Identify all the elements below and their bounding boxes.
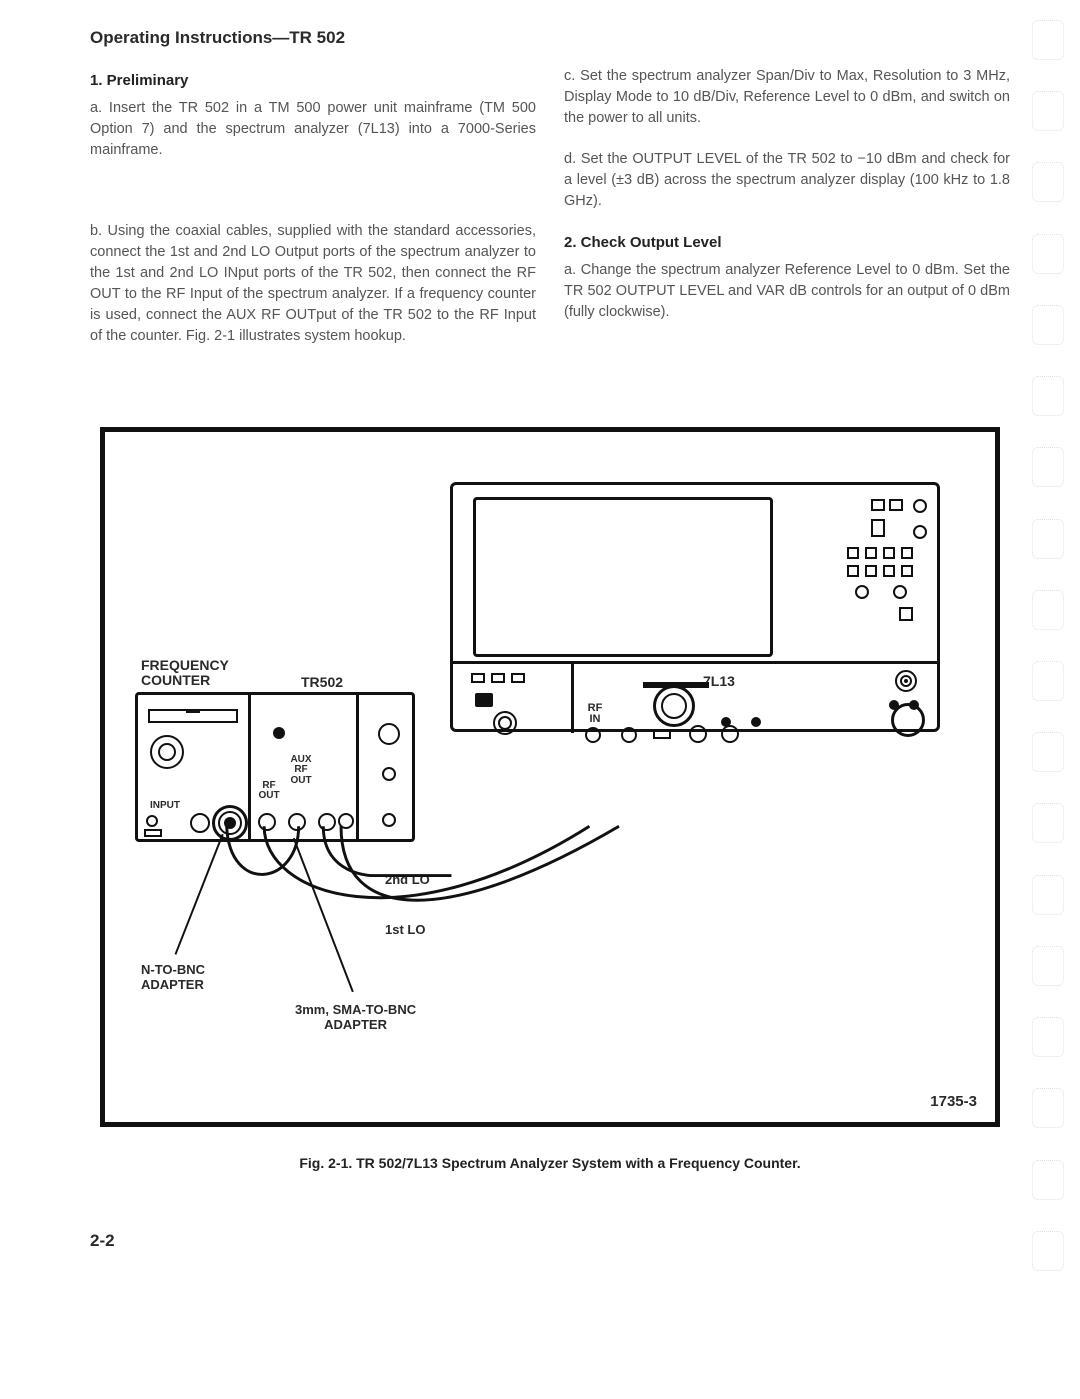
section-2-title: 2. Check Output Level — [564, 232, 1010, 254]
two-column-body: 1. Preliminary a. Insert the TR 502 in a… — [90, 66, 1010, 367]
cable-diagram — [105, 432, 995, 1122]
page-number: 2-2 — [90, 1231, 1010, 1251]
page-header: Operating Instructions—TR 502 — [90, 28, 1010, 48]
binder-holes — [1032, 20, 1074, 1271]
figure-number: 1735-3 — [930, 1093, 977, 1110]
right-column: c. Set the spectrum analyzer Span/Div to… — [564, 66, 1010, 367]
figure-2-1: 7L13 RF IN — [100, 427, 1000, 1127]
para-1a: a. Insert the TR 502 in a TM 500 power u… — [90, 98, 536, 161]
section-1-title: 1. Preliminary — [90, 70, 536, 92]
para-2a: a. Change the spectrum analyzer Referenc… — [564, 260, 1010, 323]
para-1b: b. Using the coaxial cables, supplied wi… — [90, 221, 536, 347]
left-column: 1. Preliminary a. Insert the TR 502 in a… — [90, 66, 536, 367]
para-1d: d. Set the OUTPUT LEVEL of the TR 502 to… — [564, 149, 1010, 212]
figure-caption: Fig. 2-1. TR 502/7L13 Spectrum Analyzer … — [90, 1155, 1010, 1171]
para-1c: c. Set the spectrum analyzer Span/Div to… — [564, 66, 1010, 129]
